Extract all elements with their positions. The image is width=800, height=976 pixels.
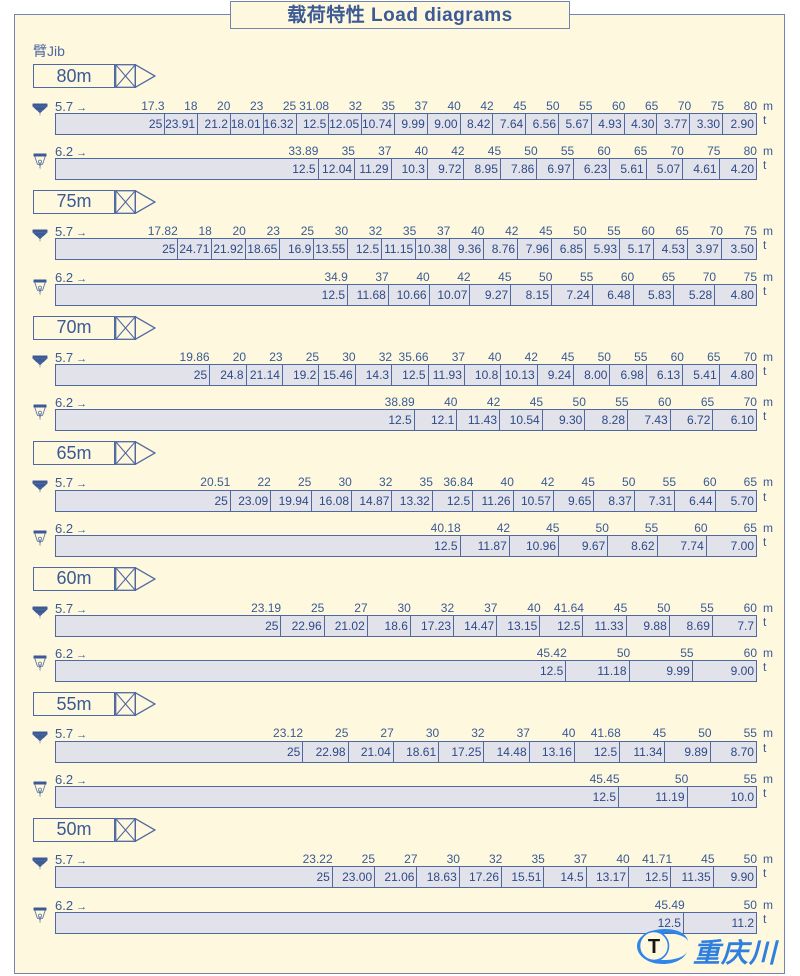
svg-text:T: T bbox=[648, 936, 660, 958]
